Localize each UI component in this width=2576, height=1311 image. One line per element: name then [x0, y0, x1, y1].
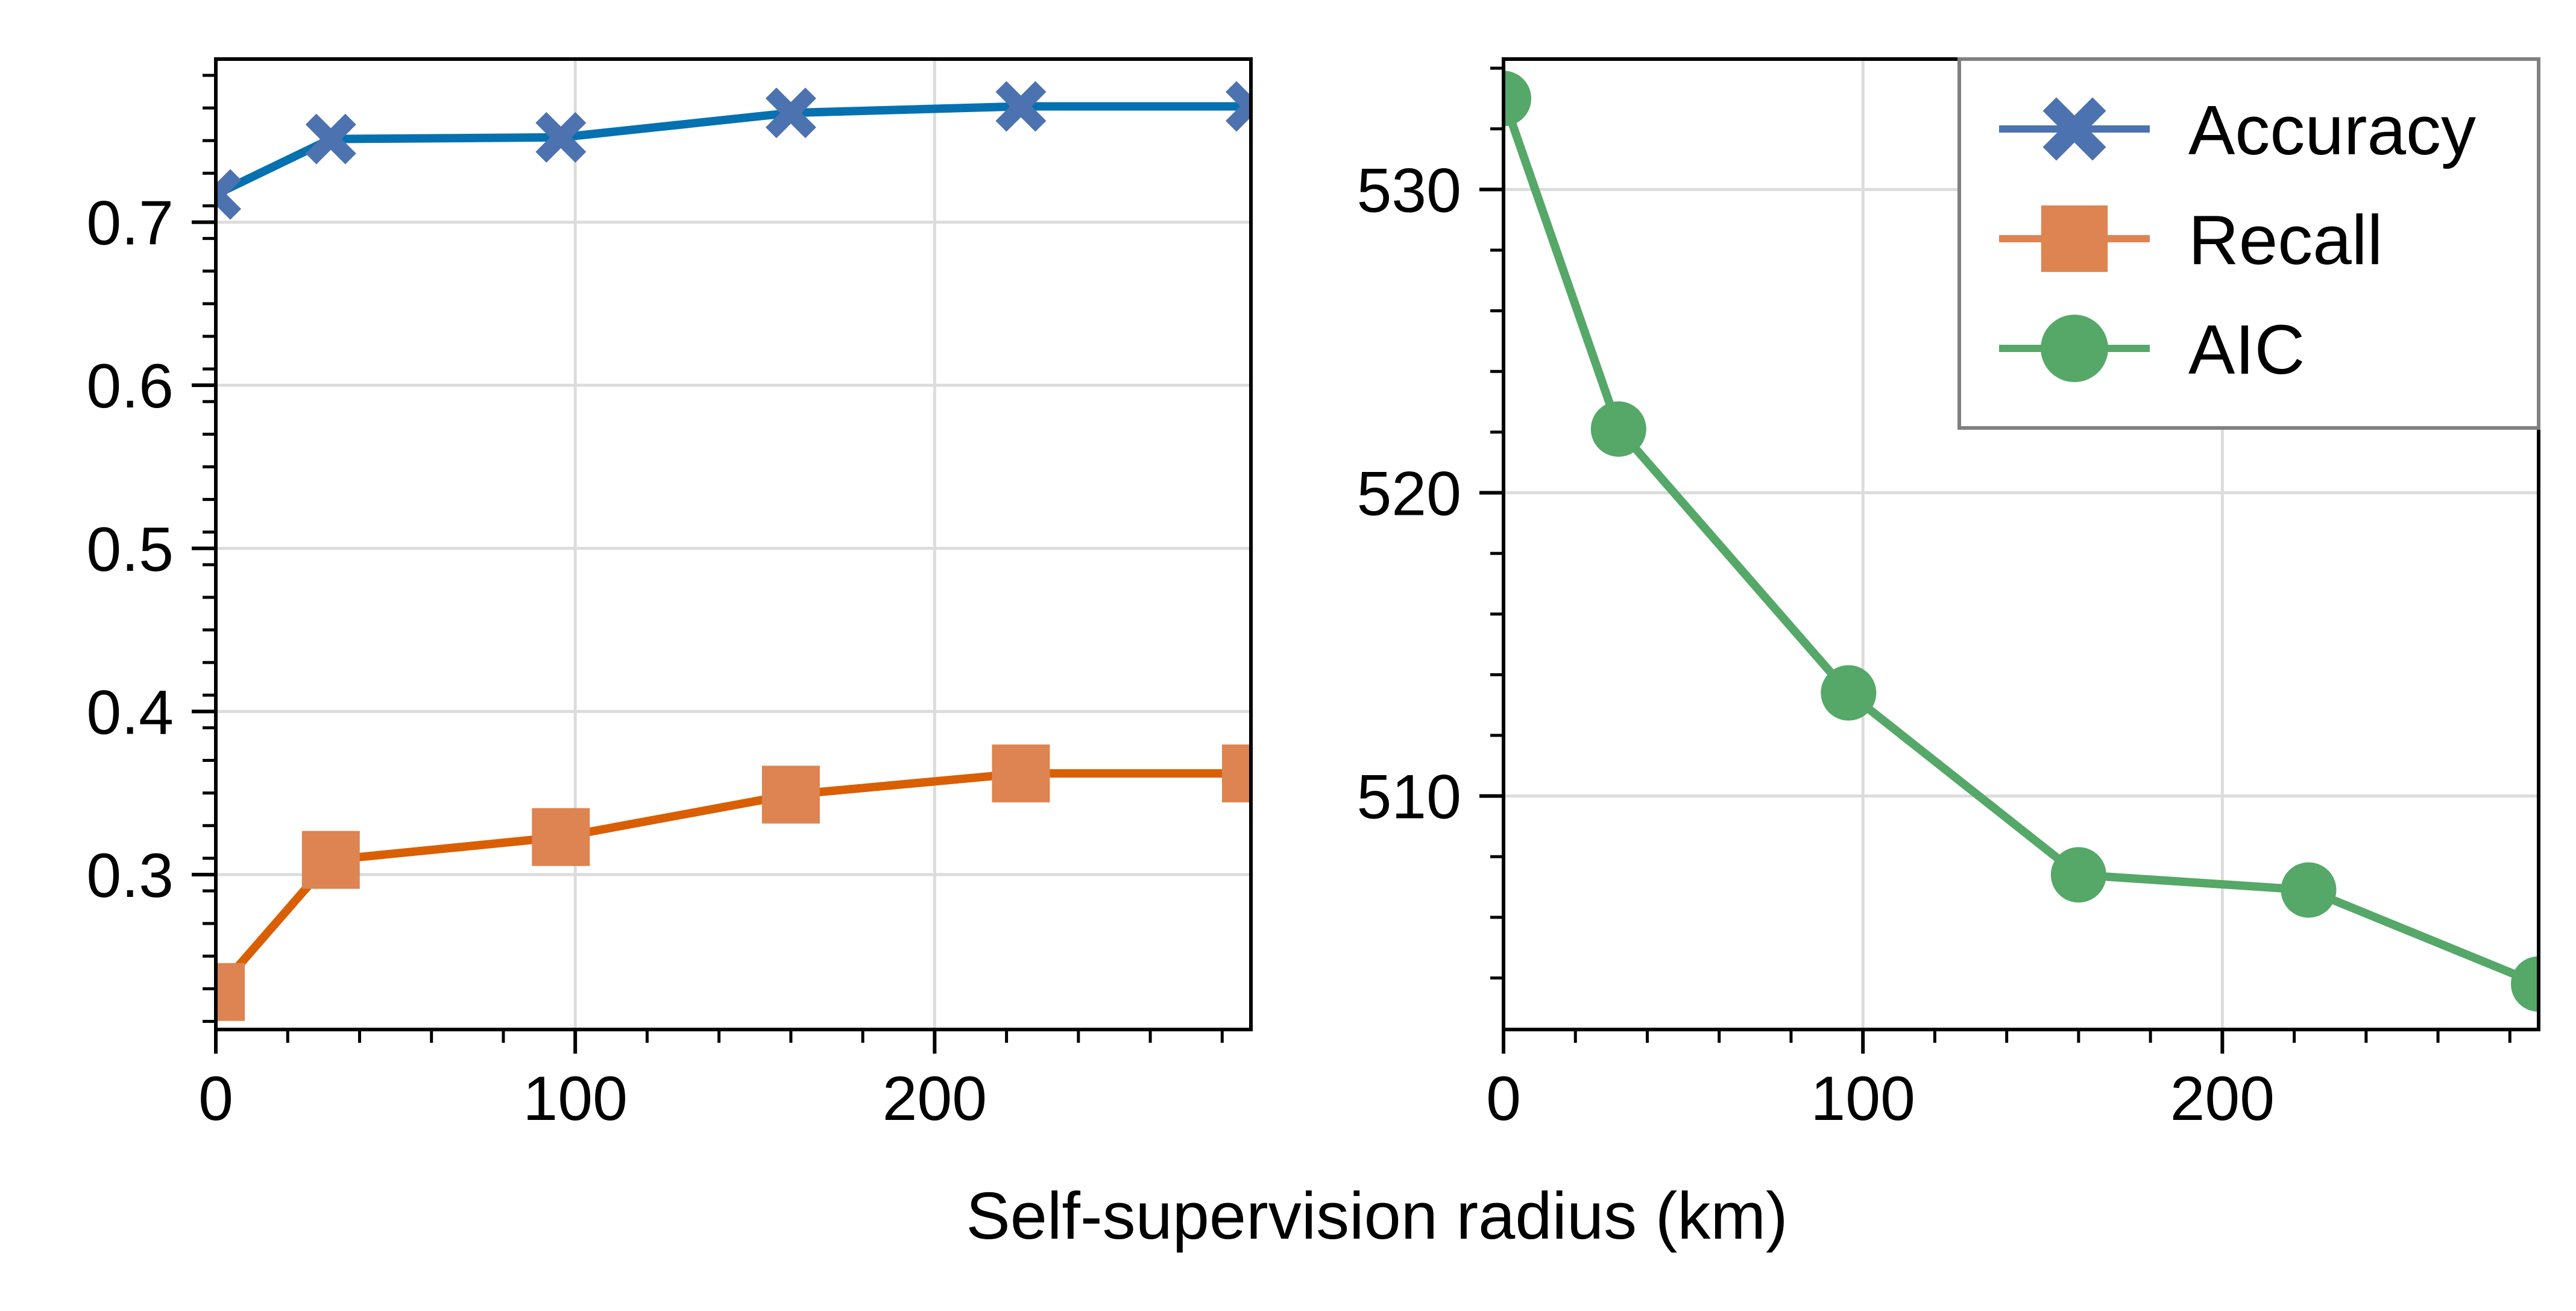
left-y-tick-label: 0.6 [86, 351, 174, 421]
right-x-tick-label: 0 [1486, 1064, 1521, 1134]
right-chart-panel: 0 100 200 510 520 530 [1356, 57, 2540, 1134]
right-y-tick-label: 520 [1356, 459, 1461, 529]
aic-point [1590, 401, 1646, 457]
series-recall [216, 744, 1251, 1021]
accuracy-point [216, 169, 241, 220]
left-x-tick-label: 100 [523, 1064, 628, 1134]
right-x-tick-label: 200 [2170, 1064, 2275, 1134]
left-chart-panel: 0 100 200 0.3 0.4 0.5 0.6 0.7 [86, 57, 1253, 1134]
series-accuracy [216, 81, 1251, 220]
recall-point [761, 766, 820, 824]
right-x-tick-label: 100 [1810, 1064, 1915, 1134]
accuracy-point [1226, 81, 1251, 132]
accuracy-point [765, 87, 816, 139]
left-x-tick-label: 0 [198, 1064, 233, 1134]
recall-line [216, 769, 1251, 995]
legend-marker-recall [2041, 205, 2108, 272]
left-y-tick-label: 0.3 [86, 841, 174, 911]
recall-point [216, 963, 245, 1021]
aic-point [1504, 71, 1531, 127]
recall-point [1222, 744, 1251, 803]
accuracy-point [535, 112, 587, 163]
aic-point [2050, 847, 2106, 903]
legend-label-accuracy: Accuracy [2188, 91, 2476, 169]
legend: Accuracy Recall AIC [1957, 57, 2540, 430]
right-y-tick-label: 510 [1356, 762, 1461, 832]
legend-marker-aic [2041, 315, 2108, 382]
left-y-tick-label: 0.5 [86, 515, 174, 585]
aic-point [2281, 862, 2337, 918]
left-y-tick-label: 0.4 [86, 678, 174, 747]
legend-item-recall: Recall [1999, 201, 2382, 279]
legend-label-recall: Recall [2188, 201, 2382, 279]
legend-item-accuracy: Accuracy [1999, 91, 2476, 169]
legend-marker-accuracy [2042, 97, 2106, 161]
legend-label-aic: AIC [2188, 310, 2305, 389]
left-axis-ticks: 0 100 200 0.3 0.4 0.5 0.6 0.7 [86, 74, 1224, 1134]
accuracy-point [305, 113, 356, 165]
left-axes-frame [214, 57, 1253, 1031]
legend-item-aic: AIC [1999, 310, 2305, 389]
aic-line [1504, 97, 2539, 989]
x-axis-label: Self-supervision radius (km) [966, 1179, 1787, 1253]
aic-point [2511, 956, 2539, 1012]
left-gridlines [214, 59, 1251, 1030]
right-axis-ticks: 0 100 200 510 520 530 [1356, 66, 2511, 1134]
left-y-tick-label: 0.7 [86, 189, 174, 259]
recall-point [992, 744, 1050, 803]
aic-point [1821, 665, 1877, 721]
accuracy-line [216, 102, 1251, 198]
right-y-tick-label: 530 [1356, 156, 1461, 225]
recall-point [301, 831, 360, 889]
accuracy-point [995, 81, 1047, 132]
left-x-tick-label: 200 [883, 1064, 987, 1134]
recall-point [532, 808, 590, 866]
series-aic [1504, 71, 2539, 1012]
